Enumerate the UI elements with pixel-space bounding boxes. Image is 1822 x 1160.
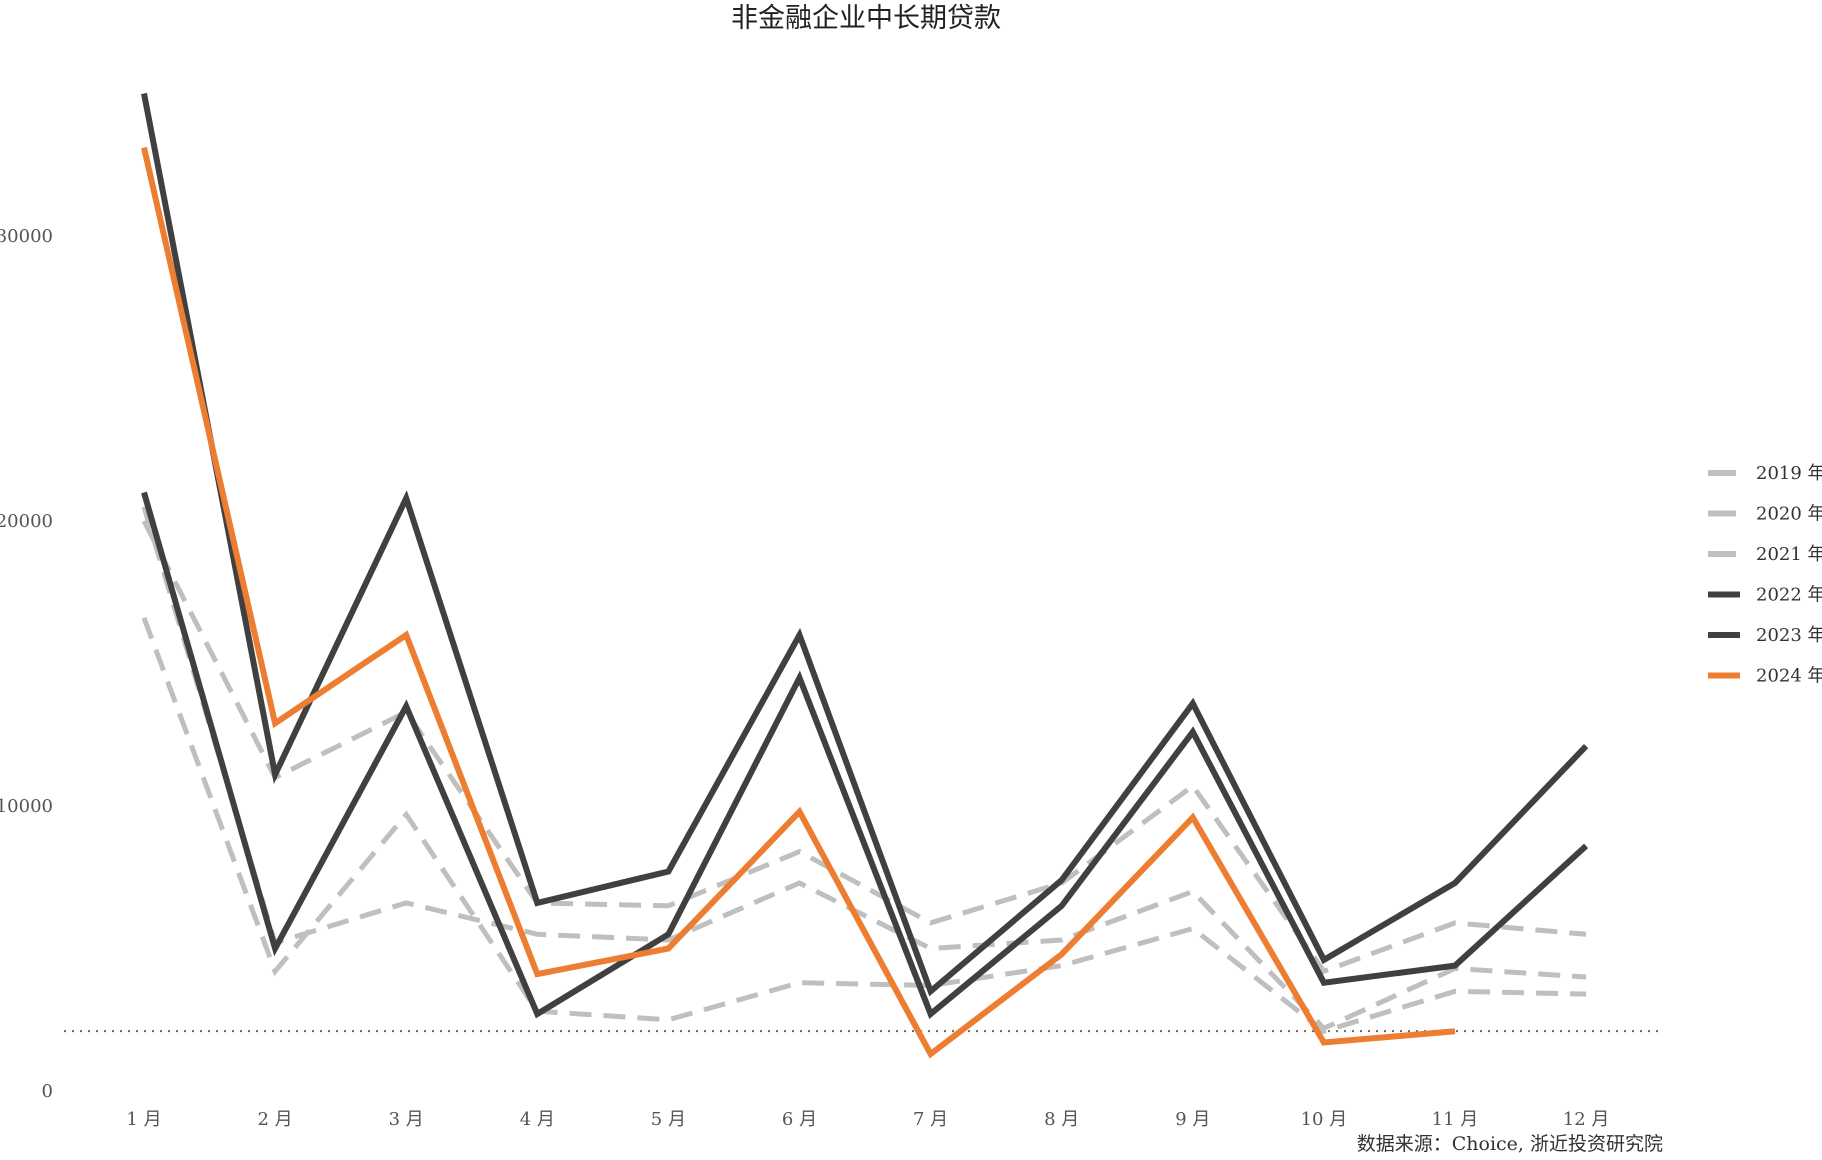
legend-label: 2022 年 (1756, 585, 1822, 606)
x-tick-label: 8 月 (1044, 1109, 1079, 1130)
chart-title: 非金融企业中长期贷款 (731, 3, 1001, 34)
y-tick-label: 10000 (0, 796, 53, 817)
x-tick-label: 9 月 (1175, 1109, 1210, 1130)
x-axis: 1 月 2 月 3 月 4 月 5 月 6 月 7 月 8 月 9 月 10 月 11 月 12 月 (126, 1109, 1609, 1130)
legend-label: 2020 年 (1756, 504, 1822, 525)
source-note: 数据来源：Choice, 浙近投资研究院 (1357, 1133, 1663, 1155)
x-tick-label: 11 月 (1432, 1109, 1479, 1130)
x-tick-label: 7 月 (913, 1109, 948, 1130)
x-tick-label: 10 月 (1301, 1109, 1348, 1130)
legend: 2019 年 2020 年 2021 年 2022 年 2023 年 2024 年 (1708, 463, 1822, 687)
series-line-1 (141, 617, 1587, 1034)
y-axis: 0 10000 20000 30000 (0, 226, 53, 1102)
y-tick-label: 0 (42, 1081, 53, 1102)
x-tick-label: 2 月 (258, 1109, 293, 1130)
legend-label: 2023 年 (1756, 625, 1822, 646)
legend-label: 2019 年 (1756, 463, 1822, 484)
y-tick-label: 30000 (0, 226, 53, 247)
y-tick-label: 20000 (0, 511, 53, 532)
series-line-4 (141, 491, 1589, 1019)
x-tick-label: 1 月 (126, 1109, 161, 1130)
x-tick-label: 5 月 (651, 1109, 686, 1130)
x-tick-label: 4 月 (520, 1109, 555, 1130)
legend-label: 2024 年 (1756, 666, 1822, 687)
series-line-6 (141, 146, 1456, 1059)
series-line-3 (141, 519, 1587, 975)
series-line-2 (141, 506, 1587, 1032)
x-tick-label: 3 月 (389, 1109, 424, 1130)
legend-label: 2021 年 (1756, 544, 1822, 565)
x-tick-label: 6 月 (782, 1109, 817, 1130)
x-tick-label: 12 月 (1563, 1109, 1610, 1130)
series-lines (141, 92, 1589, 1059)
series-line-5 (141, 92, 1589, 997)
